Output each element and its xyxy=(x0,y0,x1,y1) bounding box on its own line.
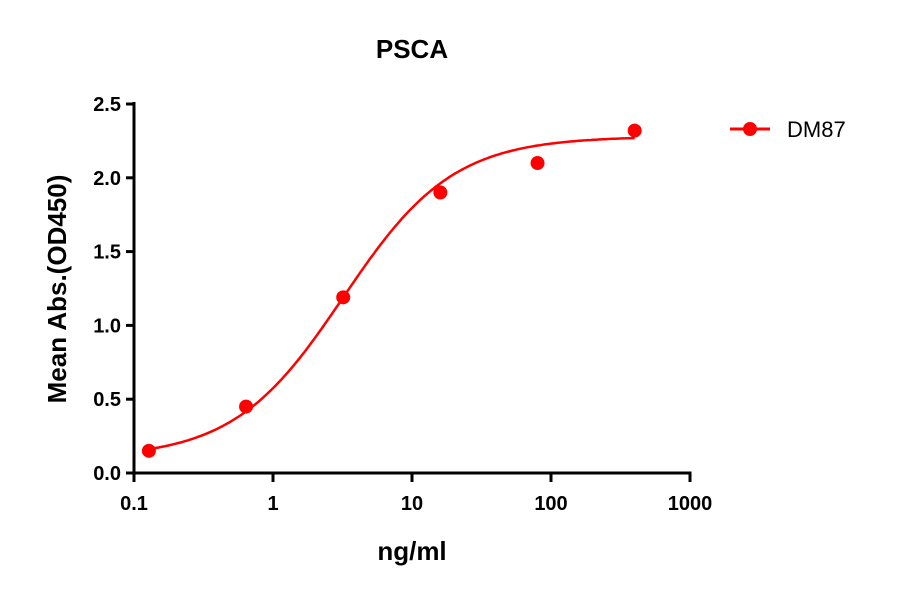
x-tick-label: 1 xyxy=(267,493,278,515)
y-tick-label: 1.5 xyxy=(93,242,121,264)
x-tick-label: 100 xyxy=(534,493,567,515)
data-point xyxy=(530,156,545,171)
data-point xyxy=(141,443,156,458)
axes: 0.0 0.5 1.0 1.5 2.0 2.5 0.1 1 10 100 1000 xyxy=(93,94,712,515)
legend-label: DM87 xyxy=(787,117,846,142)
y-tick-label: 0.0 xyxy=(93,463,121,485)
plot-area xyxy=(141,123,642,458)
y-tick-label: 1.0 xyxy=(93,315,121,337)
chart-title: PSCA xyxy=(376,34,448,64)
data-point xyxy=(239,399,254,414)
data-point xyxy=(433,185,448,200)
legend: DM87 xyxy=(730,117,846,142)
x-tick-label: 0.1 xyxy=(120,493,148,515)
x-tick-label: 1000 xyxy=(668,493,713,515)
legend-marker xyxy=(743,122,757,136)
data-point xyxy=(627,123,642,138)
y-axis-label: Mean Abs.(OD450) xyxy=(42,175,72,404)
x-tick-label: 10 xyxy=(401,493,423,515)
y-tick-label: 0.5 xyxy=(93,389,121,411)
y-tick-label: 2.0 xyxy=(93,168,121,190)
data-point xyxy=(336,290,351,305)
x-axis-label: ng/ml xyxy=(377,536,446,566)
fit-curve xyxy=(148,136,635,451)
y-tick-label: 2.5 xyxy=(93,94,121,116)
